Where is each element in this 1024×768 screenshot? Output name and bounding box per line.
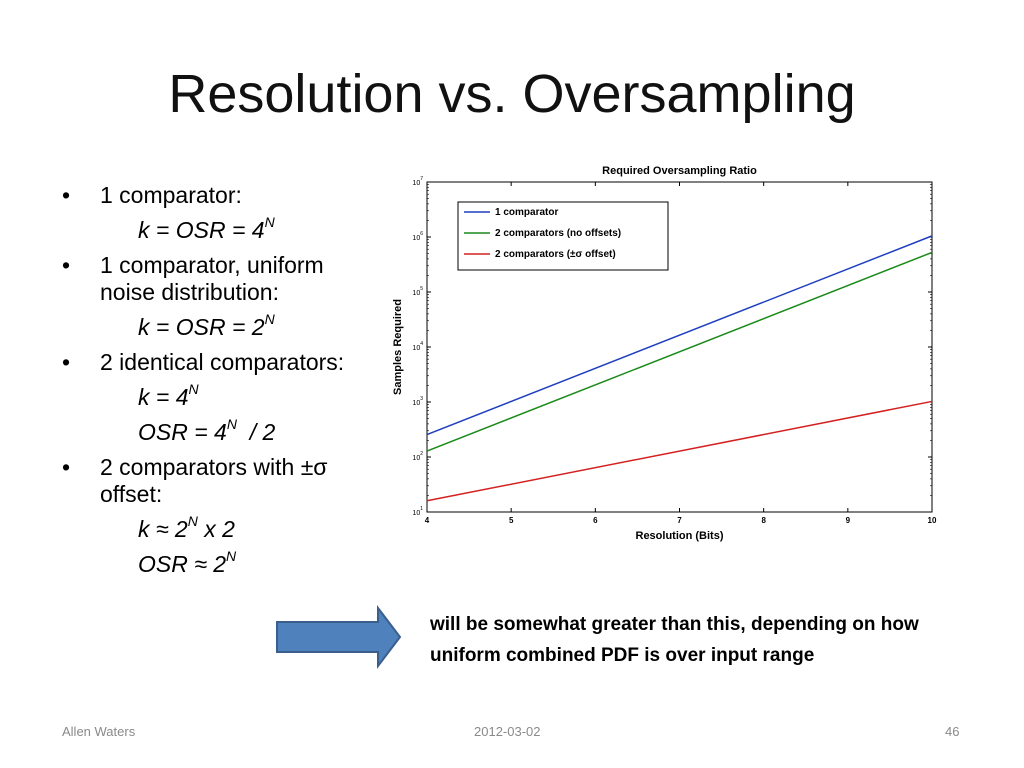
y-tick-label: 104 [412,341,423,352]
x-tick-label: 6 [593,516,598,525]
formula-text: k = 4 [138,384,189,410]
formula-text: OSR = 4 [138,419,227,445]
y-tick-label: 103 [412,396,423,407]
note-text: will be somewhat greater than this, depe… [430,614,919,666]
formula-3-1: k = 4N [62,381,362,411]
footer-page-number: 46 [945,724,960,739]
oversampling-chart: Required Oversampling Ratio 4 5 6 7 8 9 10 Resol… [383,160,953,555]
bullet-3: • 2 identical comparators: [62,349,362,376]
footer-date: 2012-03-02 [474,724,541,739]
formula-2-1: k = OSR = 2N [62,311,362,341]
formula-exponent: N [187,513,198,530]
y-tick-label: 102 [412,451,423,462]
y-tick-label: 106 [412,231,423,242]
bullet-text: 2 comparators with ±σ offset: [100,454,328,507]
formula-text: k = OSR = 2 [138,314,265,340]
chart-legend: 1 comparator 2 comparators (no offsets) 2 … [457,201,669,271]
y-tick-label: 101 [412,506,423,517]
formula-exponent: N [226,548,237,565]
bullet-1: • 1 comparator: [62,182,362,209]
series-line-2 [426,251,933,452]
chart-svg: Required Oversampling Ratio 4 5 6 7 8 9 10 Resol… [392,165,937,542]
bullet-list: • 1 comparator: k = OSR = 4N • 1 compara… [62,182,362,586]
x-axis-label: Resolution (Bits) [636,530,724,542]
x-tick-label: 5 [509,516,514,525]
bullet-dot-icon: • [62,349,71,375]
formula-3-2: OSR = 4N / 2 [62,416,362,446]
formula-text: k = OSR = 4 [138,217,265,243]
bullet-text: 1 comparator, uniform noise distribution… [100,252,324,305]
formula-4-1: k ≈ 2N x 2 [62,513,362,543]
bullet-text: 1 comparator: [100,182,242,208]
slide-title: Resolution vs. Oversampling [168,64,856,124]
x-tick-label: 7 [677,516,682,525]
bullet-text: 2 identical comparators: [100,349,345,375]
series-line-1 [426,235,933,436]
x-tick-label: 10 [928,516,937,525]
formula-exponent: N [188,381,199,398]
series-line-3 [426,400,933,502]
footer-author: Allen Waters [62,724,136,739]
formula-text: OSR ≈ 2 [138,551,227,577]
bullet-2: • 1 comparator, uniform noise distributi… [62,252,362,306]
formula-suffix: x 2 [197,516,235,542]
bullet-4: • 2 comparators with ±σ offset: [62,454,362,508]
x-tick-label: 4 [425,516,430,525]
formula-1-1: k = OSR = 4N [62,214,362,244]
legend-label: 2 comparators (±σ offset) [495,249,616,260]
right-arrow-icon [276,605,402,669]
formula-4-2: OSR ≈ 2N [62,548,362,578]
formula-exponent: N [226,416,237,433]
legend-label: 2 comparators (no offsets) [495,228,621,239]
bullet-dot-icon: • [62,252,71,278]
formula-exponent: N [264,214,275,231]
y-axis-label: Samples Required [392,299,404,395]
chart-title: Required Oversampling Ratio [602,165,757,177]
x-tick-label: 8 [761,516,766,525]
legend-box [457,201,669,271]
legend-label: 1 comparator [495,207,558,218]
bullet-dot-icon: • [62,454,71,480]
y-tick-label: 105 [412,286,423,297]
y-tick-label: 107 [412,176,423,187]
x-tick-label: 9 [846,516,851,525]
bullet-dot-icon: • [62,182,71,208]
formula-suffix: / 2 [236,419,276,445]
formula-text: k ≈ 2 [138,516,188,542]
formula-exponent: N [264,311,275,328]
